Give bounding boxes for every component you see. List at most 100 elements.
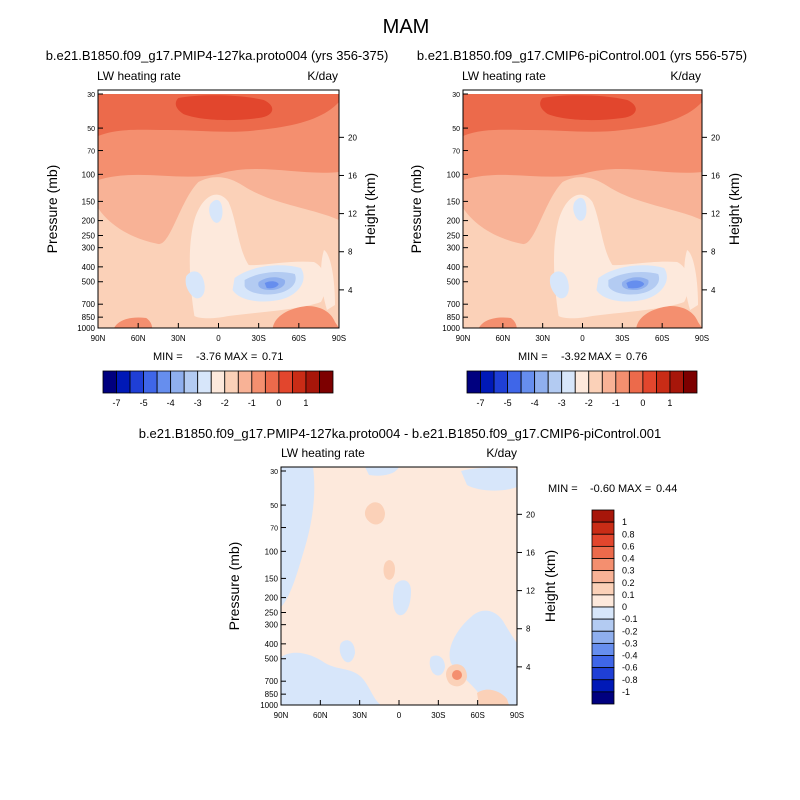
pressure-tick-label: 500	[265, 655, 279, 664]
pressure-tick-label: 400	[265, 640, 279, 649]
latitude-tick-label: 90N	[274, 711, 289, 720]
colorbar-label: 0.4	[622, 554, 635, 564]
colorbar-swatch	[642, 370, 657, 394]
latitude-tick-label: 90N	[456, 334, 471, 343]
panel-1-colorbar: -7 -5 -4 -3 -2 -1 0 1	[102, 370, 334, 408]
panel-2-colorbar: -7 -5 -4 -3 -2 -1 0 1	[466, 370, 698, 408]
colorbar-label: -5	[504, 398, 512, 408]
colorbar-label: 0.8	[622, 529, 635, 539]
colorbar-swatch	[615, 370, 630, 394]
panel-2-min-value: -3.92	[561, 351, 586, 363]
colorbar-swatch	[669, 370, 684, 394]
height-tick-label: 8	[348, 248, 353, 257]
panel-2-title: b.e21.B1850.f09_g17.CMIP6-piControl.001 …	[417, 48, 747, 63]
panel-3-warm-mid	[383, 560, 395, 580]
pressure-tick-label: 500	[447, 278, 461, 287]
colorbar-swatch	[601, 370, 617, 394]
pressure-tick-label: 250	[82, 231, 96, 240]
pressure-tick-label: 250	[265, 608, 279, 617]
latitude-tick-label: 0	[397, 711, 402, 720]
figure-title: MAM	[383, 16, 430, 38]
height-tick-label: 20	[711, 133, 720, 142]
colorbar-label: 0	[276, 398, 281, 408]
height-tick-label: 16	[711, 171, 720, 180]
panel-3-height-label: Height (km)	[542, 550, 558, 622]
pressure-tick-label: 50	[87, 126, 95, 133]
colorbar-swatch	[319, 370, 334, 394]
pressure-tick-label: 30	[270, 469, 278, 476]
panel-3-min-value: -0.60	[590, 483, 615, 495]
pressure-tick-label: 200	[82, 217, 96, 226]
latitude-tick-label: 90N	[91, 334, 106, 343]
panel-1-top-mask	[98, 90, 339, 94]
height-tick-label: 4	[348, 286, 353, 295]
panel-3-blue-upper-left	[281, 467, 315, 607]
height-tick-label: 16	[526, 548, 535, 557]
colorbar-swatch	[591, 642, 615, 656]
colorbar-label: -4	[167, 398, 175, 408]
colorbar-swatch	[480, 370, 495, 394]
panel-2-upper-max	[540, 95, 636, 121]
colorbar-swatch	[183, 370, 199, 394]
panel-1-variable-label: LW heating rate	[97, 69, 181, 83]
panel-2-top-mask	[463, 90, 702, 94]
panel-1-pale-blob	[321, 250, 335, 310]
height-tick-label: 8	[711, 248, 716, 257]
colorbar-swatch	[143, 370, 158, 394]
latitude-tick-label: 30N	[535, 334, 550, 343]
colorbar-swatch	[591, 691, 615, 705]
pressure-tick-label: 250	[447, 231, 461, 240]
panel-2-max-label: MAX =	[588, 351, 621, 363]
colorbar-swatch	[591, 618, 615, 632]
colorbar-label: -0.1	[622, 614, 638, 624]
height-tick-label: 12	[348, 210, 357, 219]
pressure-tick-label: 850	[265, 690, 279, 699]
panel-1-plot	[98, 90, 339, 328]
pressure-tick-label: 30	[452, 92, 460, 99]
colorbar-swatch	[493, 370, 508, 394]
latitude-tick-label: 0	[580, 334, 585, 343]
pressure-tick-label: 50	[270, 503, 278, 510]
latitude-tick-label: 60N	[313, 711, 328, 720]
colorbar-swatch	[305, 370, 320, 394]
panel-3-blue-right	[449, 610, 517, 705]
colorbar-swatch	[591, 582, 615, 596]
pressure-tick-label: 100	[82, 170, 96, 179]
colorbar-swatch	[683, 370, 698, 394]
panel-1-min-label: MIN =	[153, 351, 183, 363]
panel-3-blue-mid-bottom	[339, 640, 445, 676]
panel-3-warm-bottom-right	[477, 689, 509, 705]
pressure-tick-label: 700	[265, 677, 279, 686]
colorbar-swatch	[278, 370, 293, 394]
colorbar-swatch	[547, 370, 563, 394]
colorbar-label: 0	[640, 398, 645, 408]
pressure-tick-label: 50	[452, 126, 460, 133]
panel-2-max-value: 0.76	[626, 351, 647, 363]
pressure-tick-label: 100	[265, 547, 279, 556]
colorbar-label: -1	[622, 687, 630, 697]
latitude-tick-label: 90S	[695, 334, 709, 343]
pressure-tick-label: 200	[265, 594, 279, 603]
panel-2-axes: 3050701001502002503004005007008501000481…	[442, 92, 720, 343]
colorbar-swatch	[520, 370, 536, 394]
latitude-tick-label: 90S	[332, 334, 346, 343]
colorbar-swatch	[591, 521, 615, 535]
pressure-tick-label: 1000	[77, 324, 95, 333]
panel-1-units-label: K/day	[307, 69, 338, 83]
colorbar-swatch	[588, 370, 603, 394]
colorbar-swatch	[129, 370, 144, 394]
colorbar-label: -1	[612, 398, 620, 408]
height-tick-label: 4	[526, 663, 531, 672]
height-tick-label: 4	[711, 286, 716, 295]
panel-1-pressure-label: Pressure (mb)	[44, 165, 60, 254]
latitude-tick-label: 30S	[431, 711, 445, 720]
colorbar-swatch	[170, 370, 185, 394]
colorbar-label: -1	[248, 398, 256, 408]
latitude-tick-label: 60S	[471, 711, 485, 720]
pressure-tick-label: 500	[82, 278, 96, 287]
colorbar-label: 0.1	[622, 590, 635, 600]
colorbar-swatch	[507, 370, 522, 394]
height-tick-label: 12	[711, 210, 720, 219]
pressure-tick-label: 70	[270, 526, 278, 533]
